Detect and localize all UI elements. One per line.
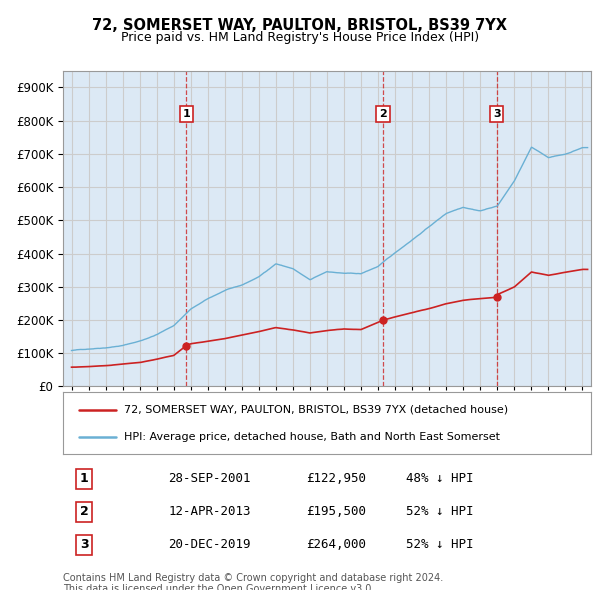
- Text: £122,950: £122,950: [306, 472, 366, 486]
- Text: 12-APR-2013: 12-APR-2013: [169, 505, 251, 519]
- Text: 3: 3: [493, 109, 500, 119]
- Text: 1: 1: [182, 109, 190, 119]
- Text: 20-DEC-2019: 20-DEC-2019: [169, 538, 251, 552]
- Text: This data is licensed under the Open Government Licence v3.0.: This data is licensed under the Open Gov…: [63, 584, 374, 590]
- Text: £264,000: £264,000: [306, 538, 366, 552]
- Text: 52% ↓ HPI: 52% ↓ HPI: [406, 505, 474, 519]
- Text: Contains HM Land Registry data © Crown copyright and database right 2024.: Contains HM Land Registry data © Crown c…: [63, 573, 443, 584]
- Text: 2: 2: [80, 505, 88, 519]
- Text: 1: 1: [80, 472, 88, 486]
- Text: 28-SEP-2001: 28-SEP-2001: [169, 472, 251, 486]
- Text: 48% ↓ HPI: 48% ↓ HPI: [406, 472, 474, 486]
- Text: £195,500: £195,500: [306, 505, 366, 519]
- Text: 52% ↓ HPI: 52% ↓ HPI: [406, 538, 474, 552]
- Text: 72, SOMERSET WAY, PAULTON, BRISTOL, BS39 7YX: 72, SOMERSET WAY, PAULTON, BRISTOL, BS39…: [92, 18, 508, 32]
- Text: 2: 2: [379, 109, 387, 119]
- Text: HPI: Average price, detached house, Bath and North East Somerset: HPI: Average price, detached house, Bath…: [124, 432, 500, 442]
- Text: Price paid vs. HM Land Registry's House Price Index (HPI): Price paid vs. HM Land Registry's House …: [121, 31, 479, 44]
- Text: 72, SOMERSET WAY, PAULTON, BRISTOL, BS39 7YX (detached house): 72, SOMERSET WAY, PAULTON, BRISTOL, BS39…: [124, 405, 508, 415]
- Text: 3: 3: [80, 538, 88, 552]
